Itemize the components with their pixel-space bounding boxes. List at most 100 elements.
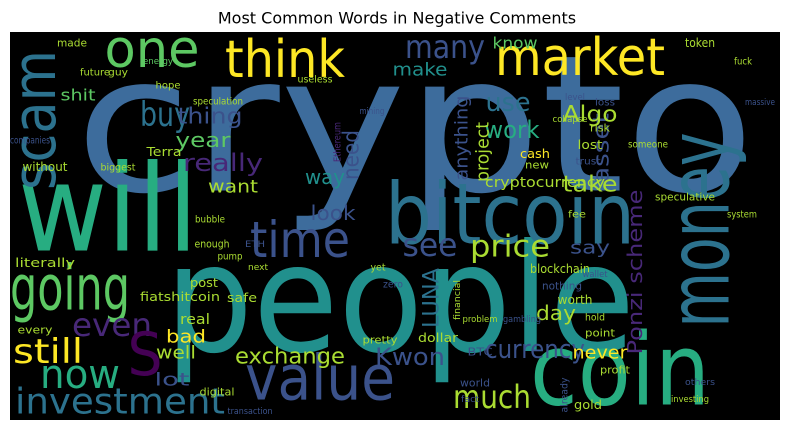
- cloud-word: next: [248, 263, 268, 273]
- cloud-word: made: [57, 37, 87, 50]
- cloud-word: already: [560, 377, 571, 412]
- cloud-word: exchange: [235, 345, 345, 370]
- cloud-word: fiatshitcoin: [140, 290, 220, 304]
- cloud-word: token: [685, 36, 715, 50]
- cloud-word: thing: [178, 105, 243, 130]
- cloud-word: know: [493, 34, 538, 53]
- cloud-word: say: [570, 238, 610, 259]
- cloud-word: bubble: [195, 215, 225, 226]
- cloud-word: safe: [227, 291, 257, 305]
- cloud-word: see: [403, 226, 458, 264]
- cloud-word: world: [460, 377, 490, 390]
- cloud-word: one: [105, 20, 200, 80]
- cloud-word: cryptocurrency: [485, 175, 605, 191]
- cloud-word: going: [10, 252, 130, 325]
- cloud-word: Algo: [563, 103, 618, 128]
- cloud-word: nothing: [542, 280, 582, 293]
- cloud-word: coin: [530, 312, 710, 429]
- cloud-word: much: [453, 378, 531, 416]
- cloud-word: now: [40, 352, 120, 398]
- cloud-word: profit: [600, 364, 631, 377]
- cloud-word: year: [176, 128, 232, 152]
- cloud-word: buy: [140, 95, 190, 135]
- cloud-word: companies: [10, 136, 50, 147]
- cloud-word: someone: [628, 140, 668, 151]
- cloud-word: guy: [108, 68, 128, 79]
- cloud-word: pretty: [363, 334, 399, 347]
- cloud-word: LUNA: [420, 268, 445, 328]
- cloud-word: people: [165, 213, 635, 387]
- cloud-word: blockchain: [530, 262, 590, 276]
- cloud-word: take: [563, 173, 618, 198]
- cloud-word: look: [311, 201, 356, 225]
- cloud-word: hold: [585, 313, 605, 324]
- cloud-word: hope: [156, 81, 181, 92]
- cloud-word: asset: [590, 113, 615, 183]
- cloud-word: biggest: [101, 163, 136, 174]
- cloud-word: system: [727, 210, 757, 221]
- cloud-word: even: [72, 306, 152, 344]
- cloud-word: mining: [360, 107, 385, 117]
- cloud-word: post: [190, 276, 218, 290]
- cloud-word: make: [393, 60, 448, 81]
- cloud-word: speculative: [655, 191, 715, 204]
- cloud-word: cash: [520, 147, 550, 161]
- cloud-word: fee: [568, 210, 586, 221]
- cloud-word: Ponzi scheme: [623, 190, 647, 355]
- cloud-word: investing: [671, 395, 709, 405]
- cloud-background: [10, 32, 780, 420]
- cloud-word: need: [340, 130, 365, 180]
- cloud-word: really: [183, 149, 263, 177]
- cloud-word: speculation: [193, 97, 243, 108]
- cloud-word: investment: [15, 382, 225, 423]
- cloud-word: wallet: [583, 270, 608, 280]
- cloud-word: still: [13, 332, 83, 372]
- cloud-word: level: [565, 93, 585, 103]
- cloud-word: money: [651, 133, 750, 328]
- cloud-word: crypto: [75, 15, 755, 236]
- cloud-word: gambling: [503, 315, 541, 325]
- cloud-word: use: [486, 88, 531, 118]
- cloud-word: point: [585, 327, 616, 340]
- cloud-word: every: [18, 324, 54, 337]
- cloud-word: fact: [461, 395, 479, 405]
- cloud-word: time: [250, 211, 350, 269]
- cloud-word: financial: [453, 280, 463, 320]
- cloud-word: without: [23, 160, 68, 174]
- cloud-word: anything: [452, 96, 473, 181]
- cloud-word: lost: [578, 138, 603, 152]
- cloud-word: market: [495, 28, 665, 88]
- cloud-word: value: [245, 342, 395, 415]
- cloud-word: think: [225, 30, 345, 90]
- cloud-word: Ethereum: [333, 122, 344, 162]
- cloud-word: work: [485, 116, 540, 144]
- cloud-word: never: [573, 343, 629, 364]
- cloud-word: price: [470, 230, 550, 265]
- cloud-word: scam: [0, 50, 70, 190]
- cloud-word: real: [180, 312, 210, 328]
- cloud-word: gold: [574, 398, 602, 412]
- cloud-word: bitcoin: [385, 166, 635, 265]
- cloud-word: problem: [463, 315, 498, 325]
- cloud-word: ETH: [245, 240, 265, 250]
- cloud-word: collapse: [553, 115, 588, 125]
- chart-title: Most Common Words in Negative Comments: [218, 9, 576, 28]
- cloud-word: enough: [195, 238, 230, 251]
- cloud-word: yet: [371, 263, 386, 274]
- cloud-word: trust: [576, 157, 601, 168]
- cloud-word: shit: [61, 86, 96, 105]
- cloud-word: bad: [166, 327, 206, 348]
- cloud-word: energy: [143, 57, 174, 67]
- cloud-word: want: [208, 177, 258, 198]
- cloud-word: future: [80, 68, 110, 79]
- cloud-word: currency: [485, 335, 585, 365]
- cloud-word: lot: [155, 370, 190, 391]
- cloud-word: useless: [298, 75, 333, 86]
- cloud-word: many: [405, 28, 485, 66]
- cloud-word: risk: [590, 122, 611, 135]
- cloud-word: Kwon: [375, 343, 445, 371]
- cloud-word: project: [473, 122, 494, 182]
- cloud-word: Terra: [145, 145, 181, 159]
- cloud-word: dollar: [418, 331, 458, 345]
